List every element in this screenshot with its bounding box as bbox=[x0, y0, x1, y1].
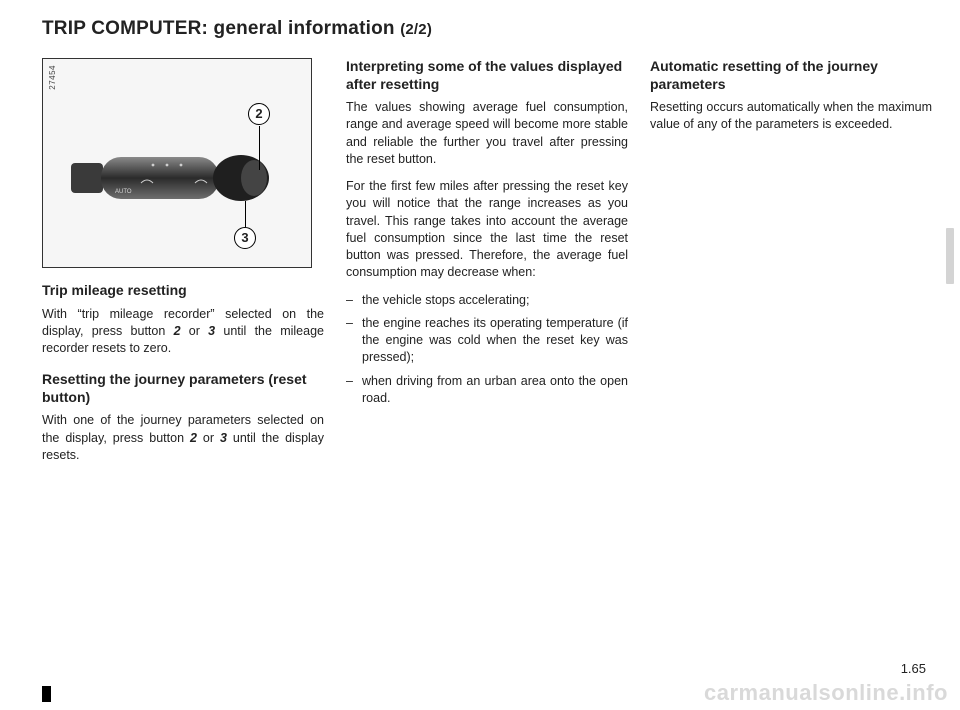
watermark: carmanualsonline.info bbox=[704, 680, 948, 706]
list-item: the engine reaches its operating tempera… bbox=[346, 315, 628, 367]
p-reset-journey: With one of the journey parameters selec… bbox=[42, 412, 324, 464]
list-item: the vehicle stops accelerating; bbox=[346, 292, 628, 309]
callout-3-label: 3 bbox=[241, 229, 248, 247]
leader-3v bbox=[245, 201, 246, 227]
column-2: Interpreting some of the values displaye… bbox=[346, 58, 628, 638]
callout-2-label: 2 bbox=[255, 105, 262, 123]
svg-text:AUTO: AUTO bbox=[115, 189, 132, 195]
callout-3: 3 bbox=[234, 227, 256, 249]
page-number: 1.65 bbox=[901, 661, 926, 676]
title-sub: (2/2) bbox=[400, 21, 432, 38]
txt: or bbox=[181, 324, 209, 338]
interpret-list: the vehicle stops accelerating; the engi… bbox=[346, 292, 628, 408]
p-auto-reset: Resetting occurs automatically when the … bbox=[650, 99, 932, 134]
btn-ref-2: 2 bbox=[174, 324, 181, 338]
leader-2v bbox=[259, 126, 260, 170]
list-item: when driving from an urban area onto the… bbox=[346, 373, 628, 408]
section-tab-marker bbox=[946, 228, 954, 284]
footer-registration-marks bbox=[42, 686, 51, 702]
h-trip-mileage-resetting: Trip mileage resetting bbox=[42, 282, 324, 300]
column-3: Automatic resetting of the journey param… bbox=[650, 58, 932, 638]
title-main: TRIP COMPUTER: general information bbox=[42, 18, 400, 39]
mark bbox=[42, 686, 51, 702]
figure-code: 27454 bbox=[47, 65, 58, 90]
h-auto-reset: Automatic resetting of the journey param… bbox=[650, 58, 932, 93]
callout-2: 2 bbox=[248, 103, 270, 125]
page-title: TRIP COMPUTER: general information (2/2) bbox=[42, 18, 932, 40]
p-trip-mileage: With “trip mileage recorder” selected on… bbox=[42, 306, 324, 358]
stalk-drawing: AUTO bbox=[71, 143, 276, 209]
h-reset-journey: Resetting the journey parameters (reset … bbox=[42, 371, 324, 406]
btn-ref-3: 3 bbox=[220, 431, 227, 445]
txt: or bbox=[197, 431, 220, 445]
content-columns: 27454 AUTO bbox=[42, 58, 932, 638]
p-interpret-2: For the first few miles after pressing t… bbox=[346, 178, 628, 282]
stalk-figure: 27454 AUTO bbox=[42, 58, 312, 268]
manual-page: TRIP COMPUTER: general information (2/2)… bbox=[0, 0, 960, 710]
p-interpret-1: The values showing average fuel consumpt… bbox=[346, 99, 628, 168]
btn-ref-2: 2 bbox=[190, 431, 197, 445]
column-1: 27454 AUTO bbox=[42, 58, 324, 638]
h-interpreting: Interpreting some of the values displaye… bbox=[346, 58, 628, 93]
